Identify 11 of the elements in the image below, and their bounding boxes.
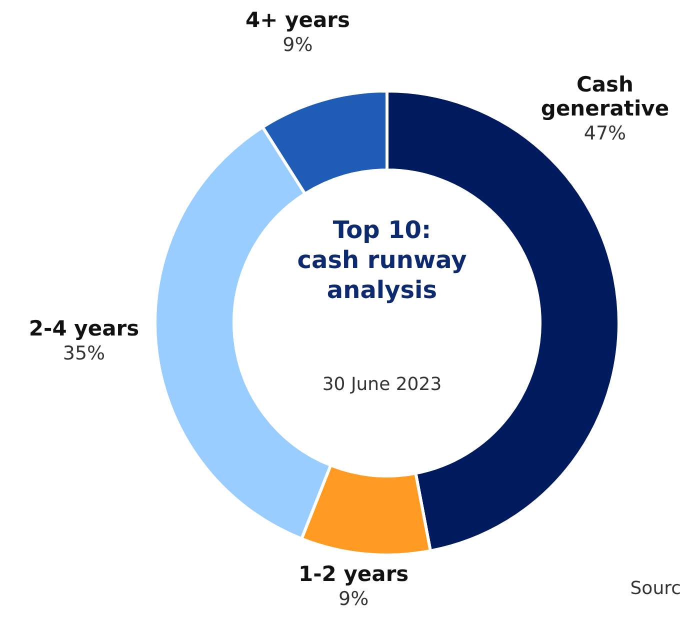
slice-label: Cash generative	[540, 72, 670, 121]
data-label: 47%	[584, 122, 626, 145]
slice-label: 4+ years	[246, 8, 350, 32]
slice-label: 2-4 years	[28, 316, 140, 340]
text: Sourc	[630, 578, 681, 599]
slice-label: 1-2 years	[298, 562, 409, 586]
data-label: 35%	[62, 342, 106, 364]
data-label: 9%	[338, 588, 369, 610]
data-label: 9%	[282, 34, 313, 56]
text: Top 10: cash runway analysis	[297, 216, 468, 304]
text: 30 June 2023	[322, 374, 442, 395]
